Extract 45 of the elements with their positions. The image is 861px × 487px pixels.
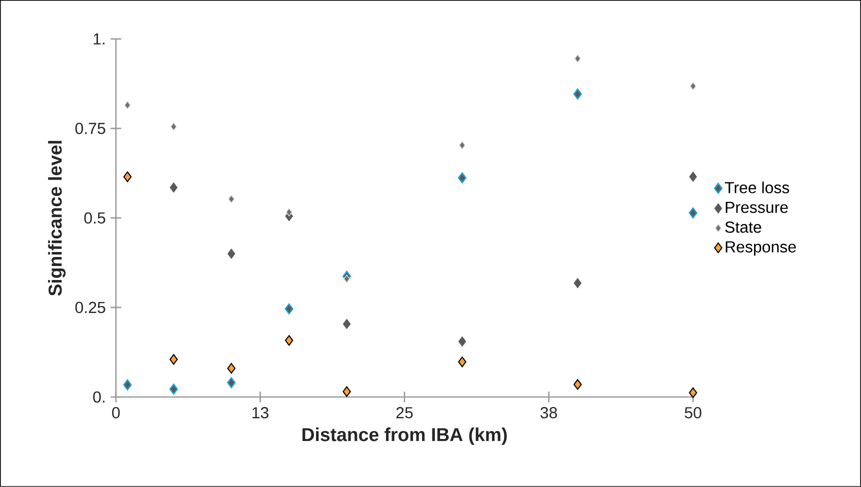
point [286,208,292,216]
point [228,194,235,204]
point [227,248,236,259]
point [169,384,178,395]
point [689,172,697,182]
y-tick-label: 0.75 [75,122,106,134]
point [458,172,466,184]
point [688,387,698,398]
y-tick-label: 0.25 [75,302,106,314]
point [170,354,178,365]
point [574,379,582,390]
point [123,171,132,182]
x-axis-title: Distance from IBA (km) [302,428,507,445]
point [690,82,696,90]
legend-label: Tree loss [724,182,790,194]
point [284,303,294,314]
y-tick-label: 0. [93,391,104,403]
x-tick-label: 25 [396,407,413,418]
point [344,274,350,284]
y-tick-label: 0.5 [84,212,106,224]
y-axis-title: Significance level [48,140,66,296]
point [170,122,177,131]
legend-label: Response [726,241,796,256]
x-tick-label: 0 [112,407,120,418]
point [458,336,466,347]
x-tick-label: 13 [252,407,268,418]
point [458,356,466,368]
point [227,377,236,388]
point [123,379,132,390]
x-tick-label: 38 [540,407,557,418]
legend-label: State [725,222,762,233]
point [227,363,236,374]
point [284,335,294,346]
point [573,88,582,100]
point [574,278,582,288]
point [342,318,351,330]
x-tick-label: 50 [684,407,702,418]
point [170,182,178,193]
point [459,141,466,150]
point [688,208,698,218]
point [342,386,351,397]
point [574,54,581,63]
y-tick-label: 1. [94,33,104,44]
point [124,101,131,110]
legend-label: Pressure [726,202,788,214]
